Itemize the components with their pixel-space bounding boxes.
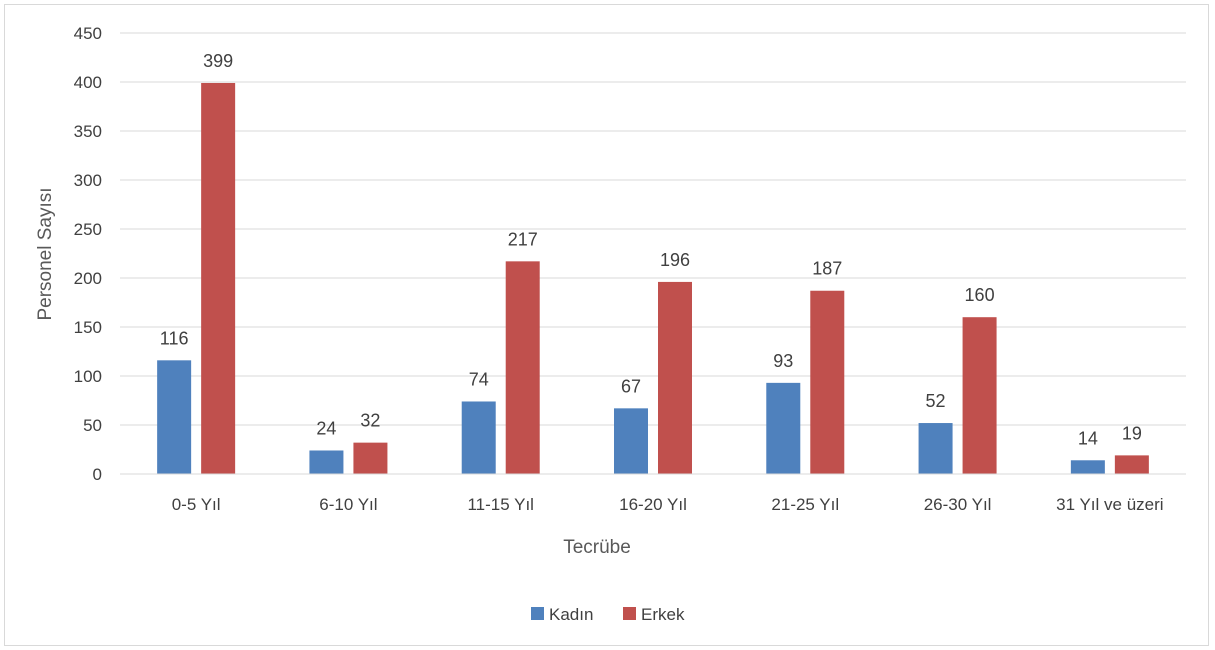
y-axis-title: Personel Sayısı xyxy=(35,187,56,320)
legend: Kadın Erkek xyxy=(531,605,685,624)
legend-swatch-kadın xyxy=(531,607,544,620)
y-tick-label: 0 xyxy=(93,465,102,484)
x-tick-label: 21-25 Yıl xyxy=(771,495,839,514)
gridlines xyxy=(120,32,1186,426)
data-label: 187 xyxy=(812,259,842,279)
bar-kadın-6 xyxy=(1070,460,1105,474)
data-labels: 116 399 24 32 74 217 67 196 93 187 52 160 14 19 xyxy=(160,51,1142,448)
x-tick-label: 26-30 Yıl xyxy=(924,495,992,514)
y-tick-label: 50 xyxy=(83,416,102,435)
y-tick-label: 250 xyxy=(74,220,102,239)
bar-erkek-0 xyxy=(201,82,236,474)
bar-kadın-2 xyxy=(461,401,496,474)
data-label: 24 xyxy=(316,418,336,438)
x-axis-title: Tecrübe xyxy=(563,537,631,558)
data-label: 160 xyxy=(965,285,995,305)
data-label: 196 xyxy=(660,250,690,270)
data-label: 19 xyxy=(1122,423,1142,443)
x-tick-label: 6-10 Yıl xyxy=(319,495,377,514)
legend-label-erkek: Erkek xyxy=(641,605,685,624)
bar-kadın-1 xyxy=(309,450,344,474)
y-tick-label: 200 xyxy=(74,269,102,288)
bar-kadın-5 xyxy=(918,423,953,474)
bars xyxy=(157,82,1149,474)
data-label: 52 xyxy=(926,391,946,411)
x-axis-ticks: 0-5 Yıl 6-10 Yıl 11-15 Yıl 16-20 Yıl 21-25 Y… xyxy=(172,495,1164,514)
bar-kadın-0 xyxy=(157,360,192,474)
bar-erkek-1 xyxy=(353,442,388,474)
data-label: 93 xyxy=(773,351,793,371)
y-tick-label: 400 xyxy=(74,73,102,92)
legend-label-kadın: Kadın xyxy=(549,605,593,624)
data-label: 14 xyxy=(1078,428,1098,448)
x-tick-label: 0-5 Yıl xyxy=(172,495,221,514)
bar-erkek-3 xyxy=(658,281,692,474)
y-tick-label: 150 xyxy=(74,318,102,337)
x-tick-label: 16-20 Yıl xyxy=(619,495,687,514)
x-tick-label: 31 Yıl ve üzeri xyxy=(1056,495,1163,514)
bar-erkek-6 xyxy=(1114,455,1149,474)
data-label: 217 xyxy=(508,229,538,249)
y-tick-label: 350 xyxy=(74,122,102,141)
bar-kadın-3 xyxy=(614,408,648,474)
data-label: 67 xyxy=(621,376,641,396)
data-label: 74 xyxy=(469,369,489,389)
bar-erkek-2 xyxy=(505,261,540,474)
bar-erkek-5 xyxy=(962,317,997,474)
data-label: 399 xyxy=(203,51,233,71)
x-tick-label: 11-15 Yıl xyxy=(467,495,533,514)
bar-kadın-4 xyxy=(766,382,801,474)
y-tick-label: 450 xyxy=(74,24,102,43)
y-axis-ticks: 0 50 100 150 200 250 300 350 400 450 xyxy=(74,24,102,484)
bar-erkek-4 xyxy=(810,290,845,474)
data-label: 32 xyxy=(360,411,380,431)
y-tick-label: 100 xyxy=(74,367,102,386)
y-tick-label: 300 xyxy=(74,171,102,190)
data-label: 116 xyxy=(160,328,189,348)
legend-swatch-erkek xyxy=(623,607,636,620)
